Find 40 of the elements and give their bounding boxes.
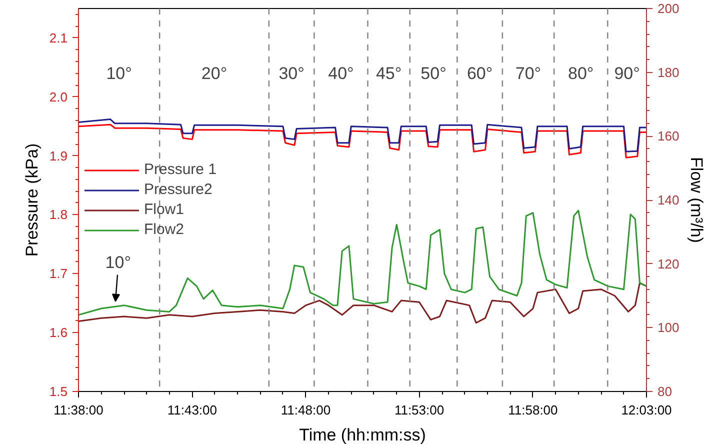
- y2-tick-label: 120: [658, 256, 680, 272]
- annotation: 10°: [105, 252, 132, 272]
- x-tick-label: 11:43:00: [167, 402, 218, 418]
- x-tick-label: 11:53:00: [394, 402, 444, 418]
- annotation: 70°: [515, 64, 542, 84]
- legend-label: Pressure2: [144, 181, 212, 198]
- y2-tick-label: 100: [658, 320, 680, 336]
- annotation: 40°: [328, 64, 354, 84]
- y-tick-label: 2.0: [49, 89, 68, 104]
- annotation: 30°: [278, 64, 304, 84]
- line-series: [78, 124, 646, 158]
- legend-label: Pressure 1: [144, 161, 217, 178]
- annotation: 50°: [420, 64, 446, 84]
- y-tick-label: 2.1: [49, 30, 68, 46]
- annotation: 60°: [466, 64, 493, 84]
- legend-label: Flow1: [144, 201, 184, 218]
- y2-tick-label: 180: [658, 64, 680, 80]
- annotation: 45°: [376, 64, 402, 84]
- x-tick-label: 11:38:00: [54, 402, 104, 418]
- annotation: 90°: [614, 64, 640, 84]
- y-tick-label: 1.5: [49, 384, 68, 399]
- y2-tick-label: 140: [658, 192, 680, 208]
- y2-axis-title: Flow (m³/h): [687, 157, 706, 243]
- x-axis-title: Time (hh:mm:ss): [299, 426, 426, 444]
- x-tick-label: 12:03:00: [621, 402, 672, 418]
- y-axis-title: Pressure (kPa): [22, 143, 42, 257]
- legend-label: Flow2: [144, 221, 184, 238]
- x-tick-label: 11:48:00: [280, 402, 331, 418]
- y-tick-label: 1.8: [49, 207, 68, 222]
- annotation: 20°: [201, 64, 228, 84]
- annotation: 10°: [106, 64, 132, 84]
- y2-tick-label: 160: [658, 128, 680, 144]
- annotation: 80°: [568, 64, 594, 84]
- x-tick-label: 11:58:00: [508, 402, 558, 418]
- y-tick-label: 1.9: [49, 148, 68, 164]
- y-tick-label: 1.6: [49, 325, 68, 340]
- y2-tick-label: 80: [658, 384, 672, 399]
- line-series: [78, 118, 646, 152]
- y-tick-label: 1.7: [49, 266, 68, 282]
- y2-tick-label: 200: [658, 1, 680, 16]
